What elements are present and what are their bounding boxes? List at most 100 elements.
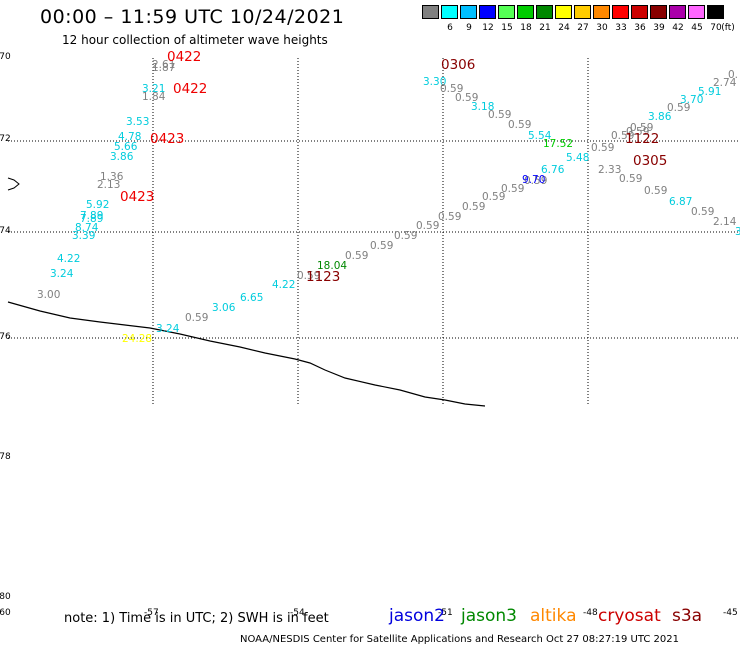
wave-height-label: 3.30 (423, 76, 446, 88)
pass-time-label: 0422 (167, 49, 201, 65)
wave-height-label: 0.59 (297, 270, 320, 282)
legend-swatch (555, 5, 572, 19)
satellite-altika-label: altika (530, 606, 577, 626)
wave-height-label: 2.33 (598, 164, 621, 176)
wave-height-label: 8.74 (75, 222, 99, 234)
wave-height-label: 3.00 (37, 289, 60, 301)
legend-bin-label: 42 (672, 23, 684, 33)
legend-swatch (707, 5, 724, 19)
latitude-tick-label: -78 (0, 452, 11, 462)
wave-height-label: 0.59 (591, 142, 614, 154)
wave-height-label: 4.78 (118, 131, 141, 143)
island-outline (7, 177, 20, 191)
legend-bin-label: 15 (501, 23, 513, 33)
wave-height-label: 5.54 (528, 130, 552, 142)
wave-height-label: 18.04 (317, 260, 347, 272)
longitude-tick-label: -51 (438, 608, 453, 618)
wave-height-label: 2.74 (713, 77, 737, 89)
latitude-tick-label: -80 (0, 592, 11, 602)
wave-height-label: 4.22 (272, 279, 295, 291)
time-label-layer: 0422 0422 0423 0423 0306 1122 0305 1123 (120, 49, 667, 285)
wave-height-label: 0.59 (501, 183, 524, 195)
wave-height-label: 24.28 (122, 333, 152, 345)
wave-height-label: 0.59 (508, 119, 531, 131)
legend-bin-label: 70 (710, 23, 722, 33)
legend-swatch (460, 5, 477, 19)
wave-height-label: 2.13 (97, 179, 120, 191)
wave-height-label: 6.76 (541, 164, 565, 176)
wave-height-label: 3.39 (72, 230, 95, 242)
legend-bin-label: 12 (482, 23, 494, 33)
legend-bin-label: 24 (558, 23, 570, 33)
satellite-jason2-label: jason2 (389, 606, 445, 626)
legend-swatch (441, 5, 458, 19)
legend-bin-label: 45 (691, 23, 703, 33)
wave-height-label: 0.59 (626, 126, 649, 138)
map-subtitle: 12 hour collection of altimeter wave hei… (62, 33, 328, 47)
wave-height-label: 3.53 (126, 116, 149, 128)
wave-height-label: 0.59 (416, 220, 439, 232)
wave-height-label: 0.59 (524, 175, 547, 187)
wave-height-label: 0.59 (462, 201, 485, 213)
wave-height-label: 0.59 (644, 185, 667, 197)
legend-swatch (688, 5, 705, 19)
wave-height-label: 0.59 (482, 191, 505, 203)
legend-swatch (422, 5, 439, 19)
wave-height-label: 0.59 (345, 250, 368, 262)
legend-bin-label: 6 (447, 23, 453, 33)
legend-bin-label: 36 (634, 23, 646, 33)
longitude-tick-label: -45 (723, 608, 738, 618)
wave-height-label: 7.89 (80, 210, 103, 222)
latitude-tick-label: -76 (0, 332, 11, 342)
legend-swatch (612, 5, 629, 19)
legend-bin-label: 27 (577, 23, 589, 33)
wave-height-label: 3 (735, 226, 740, 238)
legend-bin-label: 30 (596, 23, 608, 33)
legend-swatch (498, 5, 515, 19)
pass-time-label: 0305 (633, 153, 667, 169)
longitude-tick-label: -54 (290, 608, 305, 618)
wave-height-label: 0.59 (488, 109, 511, 121)
wave-height-label: 5.66 (114, 141, 138, 153)
legend-swatch (650, 5, 667, 19)
legend-swatch (536, 5, 553, 19)
pass-time-label: 1123 (306, 269, 340, 285)
wave-height-label: 0.59 (619, 173, 642, 185)
latitude-tick-label: -72 (0, 134, 11, 144)
legend-swatch (669, 5, 686, 19)
wave-height-label: 0.59 (440, 83, 463, 95)
wave-height-label: 3.86 (110, 151, 134, 163)
latitude-tick-label: -74 (0, 226, 11, 236)
wave-height-label: 1.87 (152, 62, 175, 74)
satellite-jason3-label: jason3 (461, 606, 517, 626)
wave-height-label: 5.91 (698, 86, 721, 98)
legend-bin-label: 21 (539, 23, 551, 33)
wave-height-label: 0.59 (611, 130, 634, 142)
wave-height-label: 6.87 (669, 196, 692, 208)
wave-height-label: 0.59 (394, 230, 417, 242)
footer-note: note: 1) Time is in UTC; 2) SWH is in fe… (64, 611, 329, 626)
observation-layer: 2.611.873.211.843.534.785.663.861.362.13… (37, 59, 740, 345)
wave-height-label: 0. (728, 69, 738, 81)
wave-height-label: 5.48 (566, 152, 589, 164)
lat-lon-grid (8, 58, 740, 405)
longitude-tick-label: -48 (583, 608, 598, 618)
longitude-tick-label: -60 (0, 608, 11, 618)
wave-height-label: 0.59 (630, 122, 653, 134)
satellite-cryosat-label: cryosat (598, 606, 661, 626)
wave-height-label: 0.59 (667, 102, 690, 114)
legend-swatch (574, 5, 591, 19)
wave-height-label: 3.06 (212, 302, 236, 314)
wave-height-label: 1.36 (100, 171, 124, 183)
wave-height-label: 17.52 (543, 138, 573, 150)
legend-swatch (593, 5, 610, 19)
wave-height-label: 0.59 (455, 92, 478, 104)
legend-swatch (631, 5, 648, 19)
wave-height-label: 0.59 (185, 312, 208, 324)
coastline (7, 301, 486, 407)
wave-height-label: 4.22 (57, 253, 80, 265)
wave-height-label: 7.89 (80, 213, 103, 225)
pass-time-label: 1122 (625, 131, 659, 147)
wave-height-label: 5.92 (86, 199, 109, 211)
wave-height-label: 3.21 (142, 83, 165, 95)
